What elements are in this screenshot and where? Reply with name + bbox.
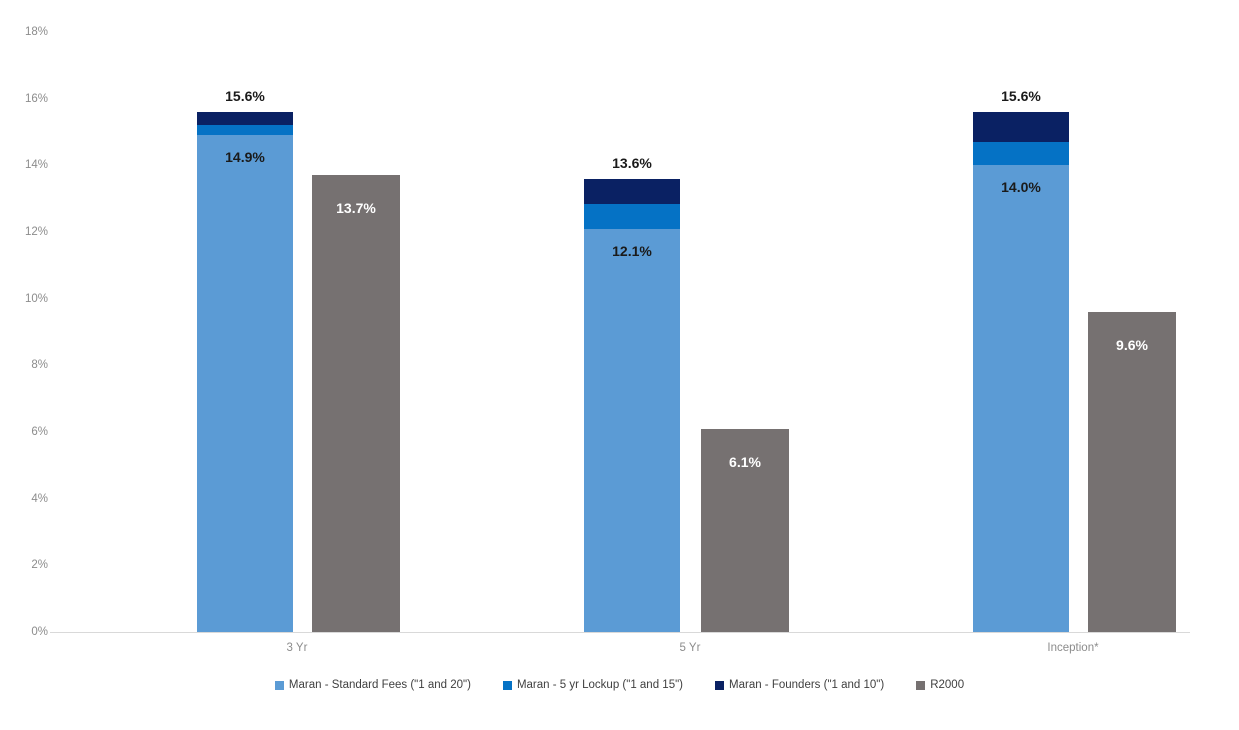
r2000-data-label: 6.1% xyxy=(729,453,761,470)
legend: Maran - Standard Fees ("1 and 20") Maran … xyxy=(0,679,1239,691)
legend-swatch-icon xyxy=(502,680,512,690)
maran-total-data-label: 15.6% xyxy=(1001,88,1041,104)
r2000-bar xyxy=(701,428,789,632)
x-axis-line xyxy=(50,632,1190,633)
maran-bar-segment-lockup xyxy=(584,203,680,229)
maran-base-data-label: 14.9% xyxy=(225,149,265,166)
legend-swatch-icon xyxy=(715,680,725,690)
y-axis-tick-label: 8% xyxy=(31,359,48,372)
maran-bar-segment-lockup xyxy=(197,125,293,136)
maran-bar-segment-founders xyxy=(973,112,1069,142)
y-axis-tick-label: 18% xyxy=(24,26,48,38)
maran-total-data-label: 13.6% xyxy=(612,154,652,171)
legend-item: Maran - 5 yr Lockup ("1 and 15") xyxy=(502,679,684,691)
legend-item: R2000 xyxy=(916,679,964,691)
x-axis-category-label: 3 Yr xyxy=(286,642,308,654)
maran-base-data-label: 12.1% xyxy=(612,242,652,259)
r2000-data-label: 9.6% xyxy=(1116,337,1148,353)
maran-bar-segment-standard xyxy=(197,135,293,632)
maran-bar-segment-lockup xyxy=(973,142,1069,166)
y-axis-tick-label: 12% xyxy=(24,226,48,238)
maran-bar-segment-standard xyxy=(584,228,680,632)
maran-bar-segment-standard xyxy=(973,165,1069,632)
y-axis-tick-label: 10% xyxy=(24,292,48,305)
y-axis-tick-label: 14% xyxy=(24,159,48,172)
maran-bar-segment-founders xyxy=(584,178,680,204)
y-axis-tick-label: 2% xyxy=(31,559,48,572)
y-axis-tick-label: 0% xyxy=(31,626,48,638)
y-axis-tick-label: 6% xyxy=(31,426,48,438)
legend-label: Maran - 5 yr Lockup ("1 and 15") xyxy=(516,679,684,691)
r2000-bar xyxy=(312,175,400,632)
legend-label: Maran - Standard Fees ("1 and 20") xyxy=(288,679,471,691)
maran-total-data-label: 15.6% xyxy=(225,88,265,104)
legend-swatch-icon xyxy=(916,680,926,690)
maran-bar-segment-founders xyxy=(197,112,293,126)
legend-label: R2000 xyxy=(930,679,965,691)
legend-label: Maran - Founders ("1 and 10") xyxy=(729,679,885,691)
legend-swatch-icon xyxy=(274,680,284,690)
y-axis-tick-label: 16% xyxy=(24,92,48,105)
y-axis-tick-label: 4% xyxy=(31,492,48,505)
legend-item: Maran - Founders ("1 and 10") xyxy=(715,679,884,691)
r2000-bar xyxy=(1088,312,1176,632)
r2000-data-label: 13.7% xyxy=(336,200,376,217)
legend-item: Maran - Standard Fees ("1 and 20") xyxy=(274,679,471,691)
maran-base-data-label: 14.0% xyxy=(1001,179,1041,196)
x-axis-category-label: Inception* xyxy=(1047,642,1099,654)
x-axis-category-label: 5 Yr xyxy=(679,642,701,654)
